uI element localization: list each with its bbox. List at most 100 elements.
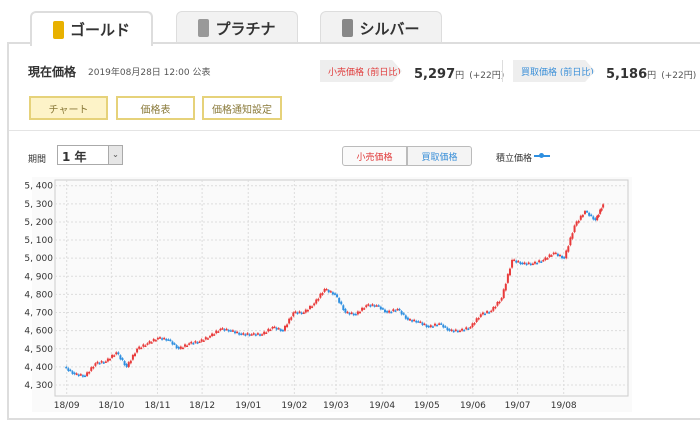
- legend-label: 積立価格: [496, 154, 533, 164]
- candle: [571, 233, 574, 239]
- candle: [411, 320, 414, 322]
- candle: [327, 290, 330, 293]
- candle: [519, 262, 522, 264]
- candle: [331, 292, 334, 295]
- period-select[interactable]: 1 年 ⌄: [57, 145, 123, 165]
- candle: [523, 262, 526, 265]
- candle: [208, 336, 211, 338]
- candle: [192, 342, 195, 345]
- candle: [263, 331, 266, 335]
- candle: [102, 362, 105, 364]
- candle: [106, 358, 109, 362]
- candle: [490, 310, 493, 313]
- candle: [450, 329, 453, 332]
- candle: [569, 237, 572, 246]
- candle: [517, 261, 520, 263]
- candle: [77, 374, 80, 377]
- page-title: 現在価格: [28, 65, 77, 79]
- candle: [402, 313, 405, 315]
- candle: [583, 211, 586, 214]
- candle: [152, 338, 155, 342]
- candle: [398, 308, 401, 311]
- x-tick-label: 18/12: [189, 401, 215, 411]
- y-tick-label: 5, 000: [24, 254, 53, 264]
- divider: [502, 60, 503, 82]
- candle: [319, 293, 322, 298]
- candle: [515, 260, 518, 263]
- candle: [206, 338, 209, 340]
- candle: [471, 323, 474, 328]
- candle: [352, 313, 355, 316]
- candle: [300, 312, 303, 315]
- x-tick-label: 18/10: [98, 401, 124, 411]
- candle: [346, 311, 349, 314]
- candle: [508, 268, 511, 276]
- x-tick-label: 19/02: [281, 401, 307, 411]
- candle: [573, 225, 576, 233]
- candle: [256, 333, 259, 335]
- candle: [392, 309, 395, 312]
- y-tick-label: 4, 800: [24, 290, 53, 300]
- candle: [196, 342, 199, 344]
- candle: [142, 344, 145, 347]
- price-alert-button[interactable]: 価格通知設定: [202, 96, 282, 120]
- price-table-button[interactable]: 価格表: [116, 96, 195, 120]
- candle: [248, 334, 251, 336]
- candle: [236, 331, 239, 334]
- candle: [129, 360, 132, 364]
- candle: [231, 330, 234, 332]
- candle: [544, 257, 547, 260]
- chevron-down-icon: ⌄: [108, 146, 122, 164]
- candle: [131, 354, 134, 360]
- tab-gold-label: ゴールド: [69, 21, 130, 39]
- y-tick-label: 4, 400: [24, 363, 53, 373]
- candle: [429, 325, 432, 328]
- candle: [311, 306, 314, 308]
- y-tick-label: 5, 400: [24, 182, 53, 192]
- candle: [217, 331, 220, 333]
- candle: [186, 345, 189, 348]
- candle: [250, 334, 253, 336]
- candle: [492, 307, 495, 311]
- candle: [554, 252, 557, 255]
- candle: [413, 319, 416, 322]
- x-tick-label: 19/04: [369, 401, 395, 411]
- tab-silver[interactable]: シルバー: [320, 11, 442, 44]
- chart-view-button[interactable]: チャート: [29, 96, 108, 120]
- candle: [565, 250, 568, 259]
- candle: [100, 361, 103, 363]
- candle: [525, 263, 528, 266]
- candle: [79, 374, 82, 376]
- candle: [563, 257, 566, 259]
- tab-gold[interactable]: ゴールド: [30, 11, 153, 46]
- retail-toggle[interactable]: 小売価格: [342, 146, 407, 166]
- candle: [296, 312, 299, 315]
- candle: [90, 367, 93, 371]
- tab-platinum[interactable]: プラチナ: [176, 11, 298, 44]
- candle: [254, 334, 257, 336]
- candle: [594, 218, 597, 221]
- candle: [498, 301, 501, 304]
- candle: [473, 323, 476, 325]
- candle: [488, 312, 491, 314]
- candle: [600, 208, 603, 211]
- candle: [602, 204, 605, 208]
- candle: [96, 361, 99, 364]
- candle: [200, 339, 203, 342]
- candle: [344, 308, 347, 313]
- candle: [113, 355, 116, 357]
- buyback-toggle[interactable]: 買取価格: [407, 146, 472, 166]
- candle: [588, 212, 591, 216]
- candle: [361, 307, 364, 311]
- tab-platinum-label: プラチナ: [215, 19, 276, 38]
- candle: [283, 325, 286, 331]
- candle: [592, 216, 595, 220]
- candle: [315, 299, 318, 304]
- candle: [379, 306, 382, 310]
- candle: [281, 329, 284, 332]
- candle: [161, 338, 164, 340]
- candle: [333, 293, 336, 295]
- candle: [88, 371, 91, 374]
- section-divider: [9, 130, 700, 131]
- candle: [383, 309, 386, 313]
